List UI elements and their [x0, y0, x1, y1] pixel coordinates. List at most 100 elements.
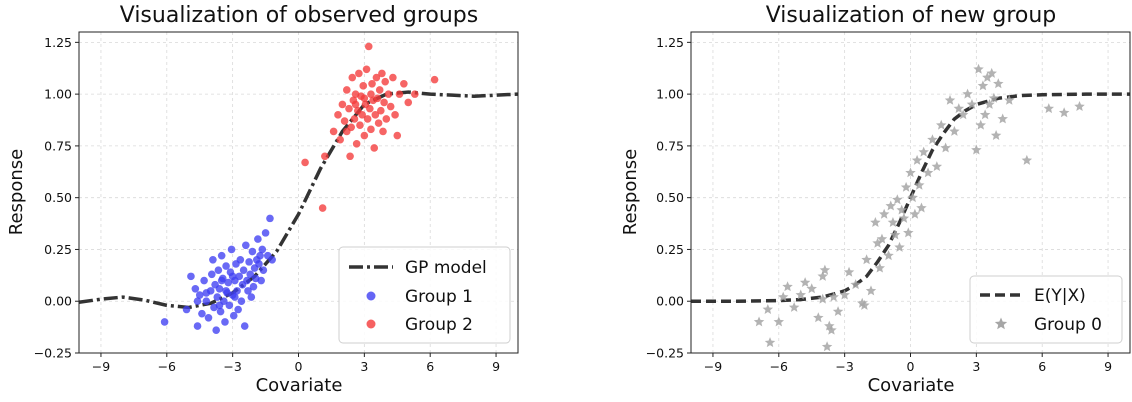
x-tick-label: −9	[704, 359, 722, 374]
data-point-group-0	[892, 194, 903, 205]
data-point-group-2	[351, 100, 360, 109]
data-point-group-0	[865, 285, 877, 296]
data-point-group-2	[366, 104, 374, 113]
data-point-group-1	[257, 276, 265, 285]
data-point-group-0	[817, 293, 828, 304]
data-point-group-0	[907, 192, 918, 203]
data-point-group-0	[777, 291, 789, 302]
legend: GP model Group 1 Group 2	[338, 246, 511, 344]
legend-box	[338, 246, 511, 344]
data-point-group-1	[215, 301, 224, 310]
data-point-group-1	[215, 285, 224, 293]
data-point-group-0	[993, 78, 1004, 89]
data-point-group-0	[997, 113, 1008, 124]
data-point-group-0	[931, 161, 943, 172]
data-point-group-2	[382, 115, 391, 123]
data-point-group-1	[217, 251, 226, 260]
data-point-group-0	[898, 212, 910, 223]
data-point-group-0	[876, 233, 888, 244]
data-point-group-1	[216, 307, 225, 316]
data-point-group-0	[799, 277, 811, 288]
data-point-group-1	[237, 297, 246, 306]
data-point-group-0	[861, 254, 872, 265]
x-tick-label: −3	[223, 359, 241, 374]
data-point-group-0	[870, 217, 881, 227]
data-point-group-0	[773, 316, 785, 327]
data-point-group-1	[224, 278, 233, 287]
data-point-group-0	[903, 227, 914, 238]
points-layer	[160, 42, 439, 335]
data-point-group-0	[843, 266, 855, 277]
data-point-group-1	[245, 258, 253, 266]
data-point-group-1	[202, 297, 211, 306]
data-point-group-0	[973, 63, 984, 74]
data-point-group-1	[229, 311, 238, 320]
data-point-group-2	[368, 79, 376, 88]
x-tick-label: −9	[92, 359, 110, 374]
data-point-group-1	[247, 293, 256, 301]
data-point-group-0	[894, 241, 905, 252]
data-point-group-0	[962, 88, 973, 99]
x-tick-label: 6	[426, 359, 434, 374]
legend: E(Y|X) Group 0	[969, 275, 1123, 344]
data-point-group-0	[971, 144, 982, 155]
data-point-group-2	[391, 111, 399, 119]
points-layer	[753, 63, 1085, 352]
data-point-group-0	[979, 109, 991, 120]
data-point-group-0	[819, 264, 831, 275]
data-point-group-0	[936, 119, 947, 130]
data-point-group-0	[900, 181, 912, 192]
data-point-group-0	[1043, 103, 1055, 114]
data-point-group-2	[373, 94, 382, 103]
data-point-group-1	[160, 318, 169, 326]
data-point-group-1	[235, 272, 244, 281]
data-point-group-1	[228, 272, 237, 281]
data-point-group-1	[254, 235, 262, 243]
data-point-group-1	[222, 287, 230, 295]
data-point-group-0	[918, 146, 929, 157]
data-point-group-1	[248, 247, 257, 256]
data-point-group-2	[334, 111, 342, 119]
data-point-group-1	[234, 305, 242, 314]
data-point-group-2	[342, 86, 351, 94]
data-point-group-1	[266, 214, 274, 223]
data-point-group-1	[187, 272, 195, 281]
y-tick-label: −0.25	[34, 346, 72, 361]
data-point-group-2	[411, 90, 419, 98]
y-axis-label: Response	[6, 149, 27, 235]
data-point-group-0	[883, 250, 894, 261]
y-tick-label: −0.25	[646, 346, 684, 361]
legend-marker-group-0	[994, 317, 1008, 330]
y-tick-label: 0.50	[656, 190, 684, 205]
x-axis-label: Covariate	[868, 375, 955, 396]
data-point-group-0	[966, 98, 978, 109]
ticks: −9 −6 −3 0 3 6 9 −0.25 0.00 0.25 0.50 0.75 1.00 1.25	[646, 35, 1112, 374]
data-point-group-0	[990, 130, 1002, 140]
data-point-group-2	[356, 121, 364, 129]
data-point-group-2	[363, 115, 372, 123]
y-tick-label: 0.75	[656, 138, 684, 153]
data-point-group-2	[374, 119, 383, 127]
data-point-group-1	[255, 260, 263, 268]
data-point-group-2	[321, 152, 329, 161]
data-point-group-1	[259, 266, 268, 274]
data-point-group-2	[329, 127, 338, 136]
data-point-group-0	[764, 337, 776, 348]
data-point-group-2	[345, 104, 353, 113]
data-point-group-2	[430, 75, 439, 84]
data-point-group-2	[348, 73, 357, 82]
chart-new-group: Visualization of new group −9 −6 −3 0 3 6 9 −0.…	[620, 3, 1131, 396]
data-point-group-0	[911, 154, 923, 165]
data-point-group-1	[239, 266, 248, 274]
y-tick-label: 0.00	[44, 294, 72, 309]
data-point-group-1	[243, 276, 251, 285]
data-point-group-2	[362, 65, 371, 74]
data-point-group-0	[859, 299, 870, 310]
legend-label-gp-model: GP model	[405, 258, 487, 278]
x-tick-label: 9	[492, 359, 500, 374]
data-point-group-2	[318, 204, 327, 212]
data-point-group-0	[795, 289, 806, 300]
data-point-group-0	[982, 72, 993, 83]
data-point-group-1	[240, 322, 249, 330]
line-series-layer	[78, 90, 519, 310]
